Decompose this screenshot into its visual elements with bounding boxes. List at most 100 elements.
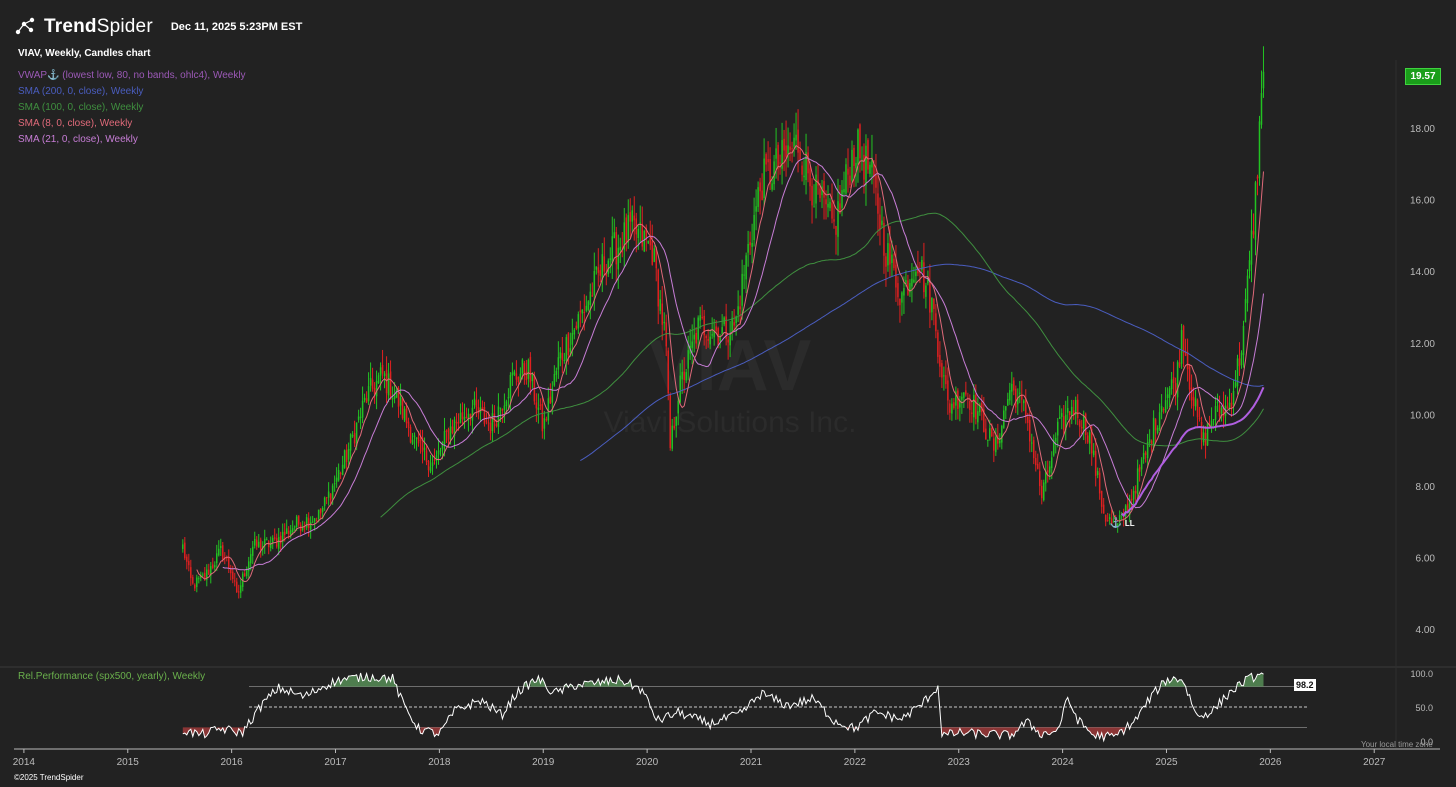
candle-body bbox=[949, 403, 951, 413]
candle-down bbox=[993, 431, 995, 463]
relperf-line bbox=[182, 671, 1264, 743]
candle-down bbox=[603, 237, 606, 276]
candle-down bbox=[230, 564, 232, 581]
candle-down bbox=[705, 334, 707, 350]
candle-body bbox=[607, 260, 610, 275]
candle-up bbox=[251, 540, 254, 564]
candle-body bbox=[1031, 442, 1033, 444]
candle-body bbox=[1029, 419, 1031, 442]
candle-down bbox=[1041, 479, 1043, 505]
candle-body bbox=[963, 392, 965, 398]
candle-body bbox=[1052, 440, 1055, 456]
candle-down bbox=[701, 304, 703, 320]
candle-body bbox=[951, 403, 953, 414]
candle-body bbox=[190, 567, 192, 579]
candle-body bbox=[245, 570, 248, 577]
candle-down bbox=[186, 554, 188, 570]
candle-body bbox=[253, 538, 256, 546]
candle-up bbox=[927, 270, 929, 286]
candle-body bbox=[365, 398, 368, 403]
candle-down bbox=[427, 460, 430, 478]
candle-body bbox=[449, 426, 452, 440]
candle-body bbox=[1110, 518, 1113, 524]
candle-body bbox=[831, 203, 833, 219]
candle-body bbox=[301, 526, 304, 531]
candle-body bbox=[1150, 440, 1153, 446]
candle-body bbox=[427, 461, 430, 471]
relperf-legend[interactable]: Rel.Performance (spx500, yearly), Weekly bbox=[18, 671, 206, 682]
candle-down bbox=[661, 286, 663, 341]
candle-up bbox=[865, 134, 867, 206]
candle-up bbox=[1096, 467, 1099, 479]
candle-body bbox=[281, 531, 284, 542]
candle-up bbox=[577, 311, 580, 335]
candle-up bbox=[569, 332, 572, 357]
candle-up bbox=[1017, 388, 1019, 415]
candle-body bbox=[509, 374, 512, 398]
candle-up bbox=[1003, 405, 1005, 429]
candle-down bbox=[461, 402, 464, 426]
candle-body bbox=[725, 316, 727, 339]
candle-up bbox=[1180, 323, 1183, 369]
candle-down bbox=[883, 216, 885, 274]
candle-down bbox=[597, 248, 600, 287]
candle-body bbox=[893, 258, 895, 269]
candle-body bbox=[669, 394, 671, 448]
candle-up bbox=[787, 127, 789, 168]
candle-body bbox=[1130, 498, 1133, 501]
candle-body bbox=[569, 348, 572, 352]
candle-body bbox=[1162, 408, 1165, 411]
candle-down bbox=[621, 232, 624, 258]
candle-down bbox=[345, 444, 348, 472]
candle-up bbox=[413, 432, 416, 449]
candle-body bbox=[517, 376, 520, 383]
candle-body bbox=[1086, 435, 1089, 443]
time-tick-label: 2014 bbox=[13, 757, 36, 768]
candle-down bbox=[1100, 490, 1103, 514]
candle-up bbox=[363, 393, 366, 403]
candle-down bbox=[255, 536, 258, 550]
candle-body bbox=[1256, 176, 1259, 179]
candle-body bbox=[409, 426, 412, 443]
candle-down bbox=[695, 327, 697, 349]
candle-down bbox=[409, 424, 412, 444]
candle-body bbox=[371, 379, 374, 389]
legend-sma-100[interactable]: SMA (100, 0, close), Weekly bbox=[18, 102, 144, 113]
candle-up bbox=[1246, 269, 1249, 312]
candle-down bbox=[1222, 391, 1225, 429]
candle-body bbox=[1198, 418, 1201, 420]
candle-body bbox=[991, 428, 993, 437]
candle-body bbox=[541, 403, 544, 432]
candle-body bbox=[629, 212, 632, 222]
candle-down bbox=[1015, 385, 1017, 414]
candle-up bbox=[793, 123, 795, 157]
candle-body bbox=[825, 199, 827, 205]
candle-body bbox=[216, 553, 218, 564]
candle-down bbox=[667, 347, 669, 401]
candle-up bbox=[607, 258, 610, 278]
legend-sma-8[interactable]: SMA (8, 0, close), Weekly bbox=[18, 118, 133, 129]
candle-up bbox=[1011, 371, 1013, 406]
candle-body bbox=[333, 483, 336, 485]
candle-body bbox=[611, 236, 614, 263]
candle-body bbox=[361, 400, 364, 418]
candle-up bbox=[443, 417, 446, 457]
legend-vwap[interactable]: VWAP⚓ (lowest low, 80, no bands, ohlc4),… bbox=[18, 70, 246, 81]
candle-up bbox=[691, 324, 693, 365]
candle-down bbox=[275, 533, 278, 549]
candle-up bbox=[1206, 423, 1209, 447]
candle-up bbox=[415, 437, 418, 451]
candle-body bbox=[463, 416, 466, 420]
candle-body bbox=[287, 530, 290, 535]
time-tick-label: 2021 bbox=[740, 757, 763, 768]
legend-sma-21[interactable]: SMA (21, 0, close), Weekly bbox=[18, 134, 138, 145]
candle-body bbox=[587, 301, 590, 310]
candle-up bbox=[1228, 388, 1231, 411]
candle-body bbox=[755, 206, 757, 212]
price-tick-label: 18.00 bbox=[1410, 124, 1435, 135]
candle-body bbox=[999, 440, 1001, 444]
candle-body bbox=[1076, 399, 1079, 419]
candle-down bbox=[523, 360, 526, 385]
legend-sma-200[interactable]: SMA (200, 0, close), Weekly bbox=[18, 86, 144, 97]
